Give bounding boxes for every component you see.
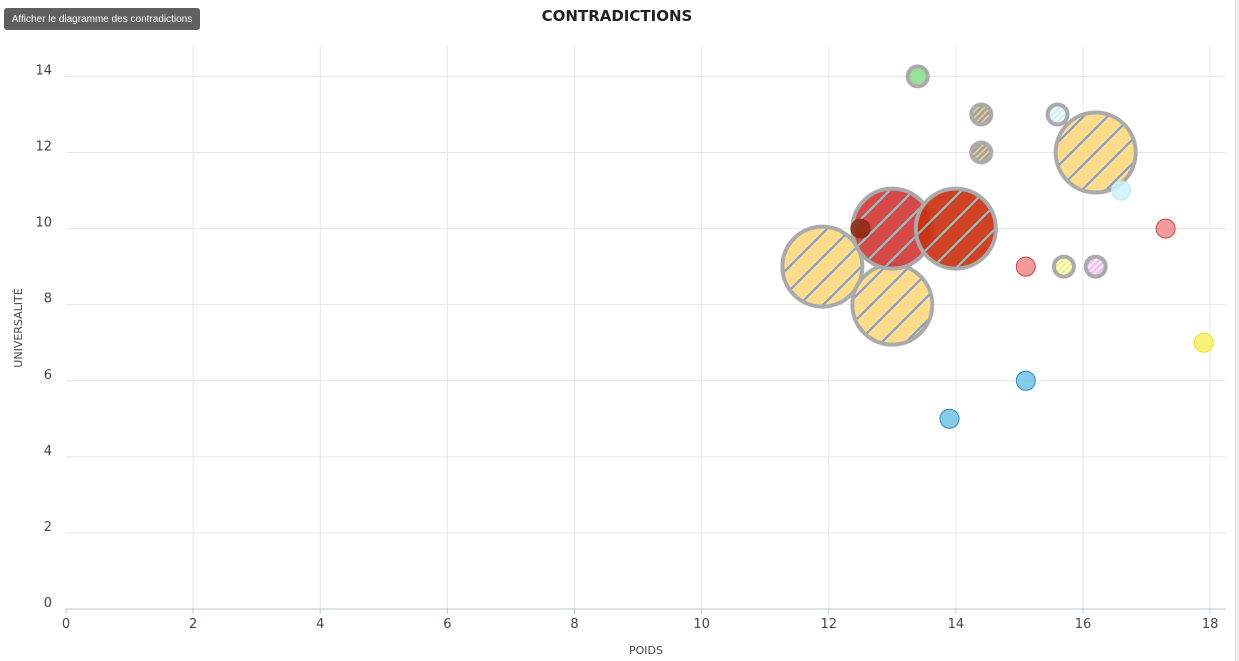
data-point[interactable] [939, 408, 960, 429]
y-tick-label: 10 [35, 216, 52, 231]
data-point[interactable] [1155, 218, 1176, 239]
x-tick-label: 16 [1075, 617, 1092, 632]
x-tick-label: 8 [570, 617, 578, 632]
x-tick-label: 14 [948, 617, 965, 632]
x-tick-label: 6 [443, 617, 451, 632]
data-point[interactable] [780, 224, 865, 309]
data-point[interactable] [905, 64, 930, 89]
data-point[interactable] [1015, 370, 1036, 391]
x-tick-label: 18 [1202, 617, 1219, 632]
chart-title: CONTRADICTIONS [542, 7, 693, 25]
x-tick-label: 12 [820, 617, 837, 632]
x-tick-label: 2 [189, 617, 197, 632]
y-tick-label: 8 [44, 292, 52, 307]
y-tick-label: 4 [44, 444, 52, 459]
y-tick-label: 6 [44, 368, 52, 383]
data-point[interactable] [850, 262, 935, 347]
y-tick-label: 14 [35, 63, 52, 78]
data-point[interactable] [1053, 110, 1138, 195]
show-contradictions-diagram-button[interactable]: Afficher le diagramme des contradictions [4, 8, 200, 30]
y-axis-label: UNIVERSALITÉ [12, 288, 25, 367]
data-point[interactable] [1015, 256, 1036, 277]
data-point[interactable] [1193, 332, 1214, 353]
data-point[interactable] [850, 218, 871, 239]
chart-grid [66, 46, 1226, 609]
y-tick-label: 12 [35, 140, 52, 155]
y-tick-label: 2 [44, 520, 52, 535]
data-point[interactable] [1083, 254, 1108, 279]
x-axis-label: POIDS [629, 644, 663, 657]
data-point[interactable] [1045, 102, 1070, 127]
x-tick-label: 4 [316, 617, 324, 632]
chart-points [780, 64, 1214, 429]
y-tick-label: 0 [44, 596, 52, 611]
scrollbar-track[interactable] [1235, 0, 1239, 661]
data-point[interactable] [969, 102, 994, 127]
data-point[interactable] [913, 186, 998, 271]
chart-axes: 0 2 4 6 8 10 12 14 16 18 0 2 4 6 8 10 12 14 [35, 63, 1226, 632]
x-tick-label: 10 [693, 617, 710, 632]
data-point[interactable] [1111, 180, 1132, 201]
x-tick-label: 0 [62, 617, 70, 632]
data-point[interactable] [969, 140, 994, 165]
data-point[interactable] [1051, 254, 1076, 279]
